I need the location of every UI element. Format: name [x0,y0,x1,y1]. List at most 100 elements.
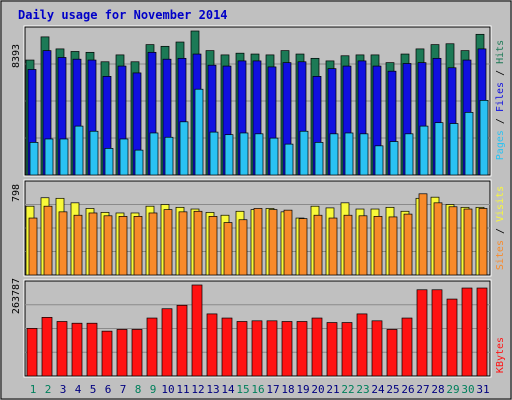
bar-pages-22 [344,132,354,176]
x-label-day-9: 9 [150,383,157,396]
x-label-day-27: 27 [416,383,429,396]
right-legend-hits-files-pages: Pages / Files / Hits [495,40,506,160]
bar-sites-1 [28,217,38,276]
bar-kbytes-11 [176,304,188,377]
bar-sites-27 [418,193,428,276]
bar-pages-7 [119,138,129,176]
bar-sites-10 [163,209,173,276]
x-label-day-23: 23 [356,383,369,396]
bar-kbytes-25 [386,329,398,377]
bar-pages-18 [284,143,294,176]
bar-pages-6 [104,148,114,176]
x-label-day-31: 31 [476,383,489,396]
x-label-day-13: 13 [206,383,219,396]
bar-pages-10 [164,136,174,176]
bar-kbytes-23 [356,313,368,377]
right-legend-sites-visits: Sites / Visits [495,186,506,270]
y-max-label-hits: 8393 [11,44,22,68]
bar-sites-3 [58,211,68,276]
y-max-label-visits: 798 [11,184,22,202]
bar-sites-24 [373,216,383,276]
bar-kbytes-4 [71,322,83,377]
panel-border-light [23,25,492,177]
bar-pages-25 [389,141,399,176]
bar-sites-6 [103,215,113,276]
x-label-day-2: 2 [45,383,52,396]
bar-pages-5 [89,130,99,176]
bar-pages-24 [374,145,384,176]
x-label-day-28: 28 [431,383,444,396]
bar-sites-20 [313,214,323,276]
bar-kbytes-29 [446,298,458,377]
bars-hits-files-pages [25,30,489,176]
x-label-day-8: 8 [135,383,142,396]
x-label-day-7: 7 [120,383,127,396]
bar-pages-29 [449,123,459,176]
x-label-day-30: 30 [461,383,474,396]
bar-sites-12 [193,210,203,276]
bar-pages-14 [224,134,234,176]
bar-kbytes-19 [296,321,308,377]
x-label-day-10: 10 [161,383,174,396]
bar-sites-31 [478,208,488,276]
bar-pages-16 [254,133,264,176]
bar-sites-15 [238,219,248,276]
bar-sites-30 [463,208,473,276]
bar-kbytes-15 [236,321,248,377]
bar-kbytes-1 [26,328,38,377]
legend-pages: Pages [495,130,506,160]
x-label-day-25: 25 [386,383,399,396]
bar-pages-26 [404,133,414,176]
legend-visits: Visits [495,186,506,222]
x-label-day-19: 19 [296,383,309,396]
bar-sites-14 [223,222,233,276]
bar-pages-8 [134,149,144,176]
bar-sites-28 [433,202,443,276]
x-label-day-3: 3 [60,383,67,396]
bar-sites-16 [253,208,263,276]
bar-sites-23 [358,215,368,276]
bar-kbytes-10 [161,308,173,377]
bar-pages-20 [314,142,324,176]
panel-border-light [23,179,492,277]
bar-kbytes-12 [191,284,203,377]
x-label-day-1: 1 [30,383,37,396]
legend-sites: Sites [495,240,506,270]
bar-pages-15 [239,132,249,176]
bar-kbytes-31 [476,287,488,377]
bar-pages-19 [299,130,309,176]
bar-kbytes-30 [461,287,473,377]
bar-pages-4 [74,125,84,176]
bar-sites-21 [328,217,338,276]
bar-kbytes-5 [86,322,98,377]
x-label-day-18: 18 [281,383,294,396]
bar-pages-2 [44,138,54,176]
bar-sites-9 [148,212,158,276]
bar-sites-26 [403,213,413,276]
bar-kbytes-3 [56,321,68,377]
bar-pages-9 [149,132,159,176]
bar-kbytes-9 [146,317,158,377]
bar-sites-13 [208,216,218,276]
x-label-day-17: 17 [266,383,279,396]
x-label-day-16: 16 [251,383,264,396]
x-label-day-24: 24 [371,383,385,396]
bar-kbytes-27 [416,289,428,377]
x-axis-labels: 1 2 3 4 5 6 7 8 9 10 11 12 13 14 15 16 17 18 19 20 21 22 23 24 2… [30,383,490,396]
bar-pages-31 [479,100,489,176]
bars-kbytes [26,284,488,377]
bar-kbytes-26 [401,317,413,377]
bar-kbytes-13 [206,313,218,377]
legend-files: Files [495,82,506,112]
x-label-day-5: 5 [90,383,97,396]
bar-sites-18 [283,209,293,276]
x-label-day-6: 6 [105,383,112,396]
legend-kbytes: KBytes [495,337,506,373]
legend-hits: Hits [495,40,506,64]
bar-pages-30 [464,112,474,176]
bar-pages-27 [419,125,429,176]
bar-pages-23 [359,133,369,176]
bar-kbytes-21 [326,322,338,377]
